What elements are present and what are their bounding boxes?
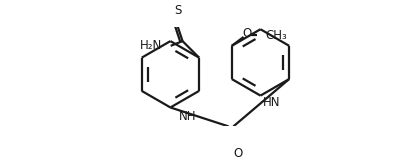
Text: HN: HN (262, 96, 280, 109)
Text: NH: NH (179, 110, 196, 123)
Text: CH₃: CH₃ (264, 29, 286, 42)
Text: S: S (174, 4, 181, 17)
Text: O: O (242, 28, 251, 40)
Text: O: O (233, 147, 242, 160)
Text: H₂N: H₂N (140, 39, 162, 52)
